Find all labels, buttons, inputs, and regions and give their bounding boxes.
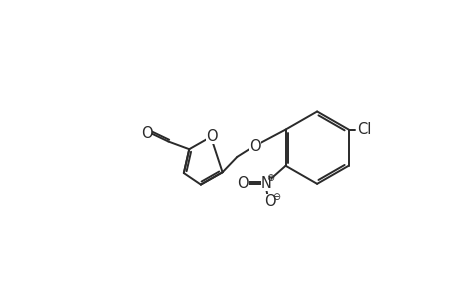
Text: N: N: [260, 176, 271, 191]
Text: ⊕: ⊕: [266, 173, 274, 184]
Text: O: O: [249, 139, 260, 154]
Text: O: O: [206, 129, 217, 144]
Text: ⊖: ⊖: [271, 192, 280, 202]
Text: Cl: Cl: [356, 122, 370, 137]
Text: O: O: [140, 125, 152, 140]
Text: O: O: [263, 194, 275, 209]
Text: O: O: [236, 176, 248, 191]
